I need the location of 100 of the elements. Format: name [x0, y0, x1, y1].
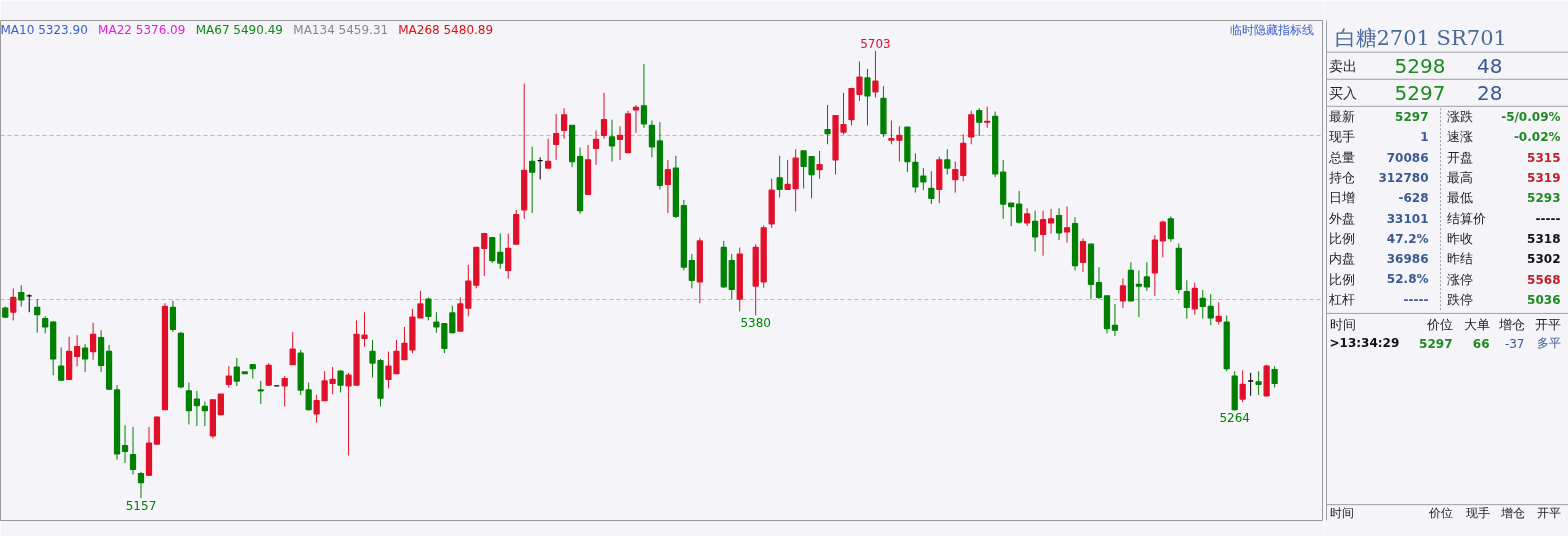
- text: 5297: [1394, 81, 1446, 106]
- candlestick: [1079, 237, 1087, 273]
- candlestick: [1271, 365, 1278, 389]
- text: -----: [1403, 293, 1429, 308]
- annotation: 5157: [125, 499, 157, 514]
- candlestick: [545, 138, 552, 169]
- text: 5315: [1527, 150, 1561, 165]
- candlestick: [265, 362, 272, 387]
- candlestick: [640, 63, 648, 129]
- text: 最新: [1328, 109, 1355, 125]
- text: 增仓: [1497, 317, 1525, 333]
- candlestick: [129, 426, 137, 475]
- candlestick: [920, 167, 927, 191]
- text: 涨跌: [1446, 109, 1473, 125]
- text: 28: [1477, 81, 1503, 106]
- text: 最高: [1446, 170, 1473, 186]
- text: 白糖2701 SR701: [1334, 26, 1507, 51]
- text: -0.02%: [1513, 129, 1561, 144]
- text: 昨收: [1446, 231, 1473, 247]
- candlestick: [1191, 282, 1198, 316]
- candlestick: [201, 400, 208, 427]
- annotation: 5380: [740, 316, 771, 331]
- candlestick: [632, 104, 640, 134]
- candlestick: [1183, 279, 1190, 320]
- candlestick: [82, 343, 89, 373]
- text: 比例: [1328, 271, 1355, 287]
- text: 48: [1477, 54, 1503, 79]
- candlestick: [560, 107, 568, 140]
- candlestick: [497, 233, 504, 270]
- text: 33101: [1386, 211, 1429, 226]
- candlestick: [489, 237, 496, 264]
- text: -37: [1504, 336, 1525, 351]
- text: 66: [1472, 336, 1490, 351]
- candlestick: [305, 382, 312, 411]
- candlestick: [1207, 293, 1214, 326]
- text: MA10 5323.90: [0, 22, 88, 37]
- text: 卖出: [1328, 58, 1357, 75]
- candlestick: [616, 125, 624, 161]
- text: 开平: [1534, 317, 1561, 333]
- candlestick: [74, 334, 81, 367]
- candlestick: [481, 232, 488, 277]
- text: 最低: [1446, 190, 1473, 206]
- candlestick: [864, 68, 871, 126]
- text: 5293: [1527, 191, 1561, 206]
- candlestick: [1167, 215, 1174, 243]
- candlestick: [225, 365, 232, 389]
- candlestick: [600, 92, 608, 140]
- candlestick: [121, 424, 129, 464]
- candlestick: [289, 331, 296, 366]
- text: >13:34:29: [1329, 336, 1400, 351]
- candlestick: [976, 107, 983, 137]
- candlestick: [193, 390, 201, 427]
- candlestick: [89, 322, 97, 361]
- candlestick: [337, 369, 344, 393]
- candlestick: [952, 160, 959, 194]
- candlestick: [1111, 303, 1119, 337]
- text: 跌停: [1446, 292, 1473, 308]
- candlestick: [1024, 207, 1031, 227]
- text: 5319: [1527, 171, 1561, 186]
- candlestick: [137, 471, 145, 499]
- text: 大单: [1463, 317, 1490, 333]
- text: 开平: [1536, 506, 1561, 521]
- text: 现手: [1328, 129, 1355, 145]
- candlestick: [169, 300, 177, 333]
- candlestick: [1095, 266, 1103, 300]
- text: 开盘: [1446, 149, 1473, 165]
- text: 昨结: [1446, 251, 1473, 267]
- text: -----: [1535, 211, 1561, 226]
- text: 时间: [1329, 506, 1354, 521]
- candlestick: [1047, 208, 1055, 235]
- text: MA134 5459.31: [293, 22, 389, 37]
- text: 36986: [1386, 252, 1429, 267]
- text: 5297: [1395, 110, 1429, 125]
- text: 总量: [1327, 149, 1355, 165]
- candlestick: [281, 375, 288, 407]
- candlestick: [449, 305, 456, 334]
- candlestick: [664, 159, 672, 214]
- candlestick: [529, 146, 536, 214]
- text: 速涨: [1446, 129, 1473, 145]
- candlestick: [928, 170, 935, 205]
- candlestick: [18, 284, 25, 307]
- text: 现手: [1465, 506, 1490, 521]
- candlestick: [10, 287, 17, 321]
- text: 时间: [1329, 317, 1356, 333]
- candlestick: [648, 120, 656, 158]
- text: 52.8%: [1386, 272, 1429, 287]
- text: 杠杆: [1327, 292, 1355, 308]
- text: 1: [1420, 130, 1429, 145]
- text: MA67 5490.49: [195, 22, 283, 37]
- candlestick: [1039, 210, 1047, 257]
- annotation: 5703: [860, 36, 891, 51]
- candlestick: [776, 155, 783, 199]
- candlestick: [425, 296, 432, 321]
- text: 5568: [1527, 272, 1561, 287]
- candlestick: [968, 110, 975, 145]
- candlestick: [34, 298, 41, 334]
- candlestick: [1055, 207, 1063, 241]
- text: 比例: [1328, 231, 1355, 247]
- text: 涨停: [1446, 271, 1473, 287]
- text: 5297: [1419, 336, 1453, 351]
